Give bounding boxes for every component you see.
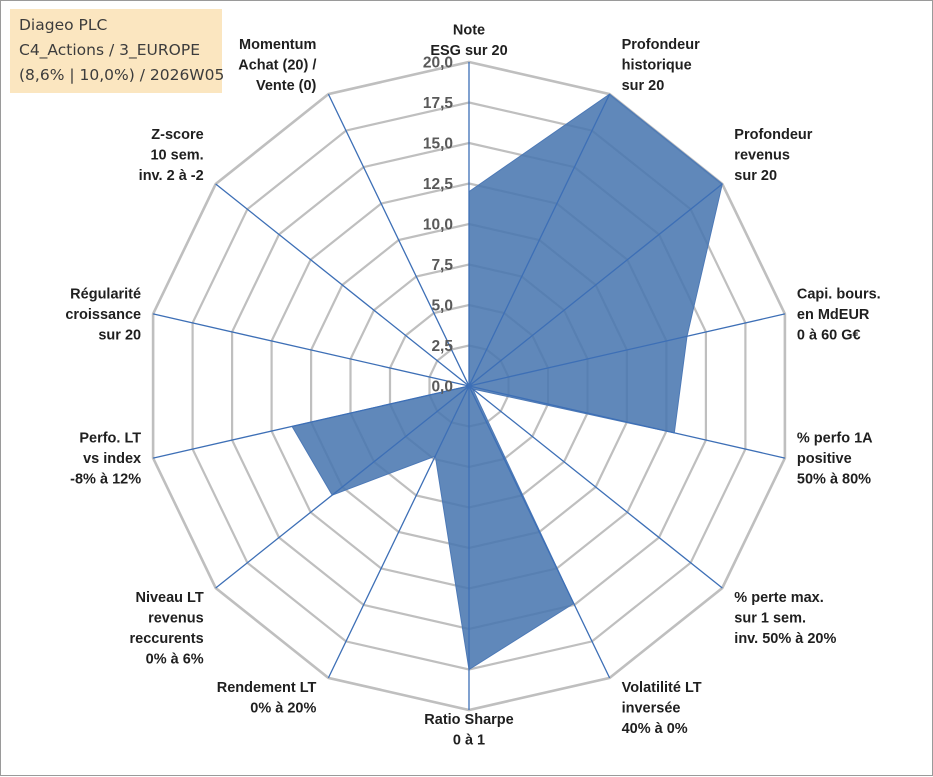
tick-label: 2,5 (431, 338, 453, 355)
tick-label: 5,0 (431, 298, 453, 315)
tick-label: 17,5 (423, 95, 454, 112)
axis-label: Momentum Achat (20) / Vente (0) (238, 37, 316, 94)
axis-spoke (215, 183, 470, 387)
info-period: (8,6% | 10,0%) / 2026W05 (19, 66, 225, 84)
axis-label: Perfo. LT vs index -8% à 12% (70, 431, 141, 488)
tick-label: 15,0 (423, 136, 453, 153)
info-category: C4_Actions / 3_EUROPE (19, 41, 200, 59)
tick-label: 0,0 (431, 379, 453, 396)
tick-label: 10,0 (423, 217, 453, 234)
axis-spoke (468, 183, 723, 387)
radial-tick-labels: 0,0 2,5 5,0 7,5 10,0 12,5 15,0 17,5 20,0 (423, 55, 454, 396)
axis-label: Niveau LT revenus reccurents 0% à 6% (130, 590, 204, 668)
axis-labels: Note ESG sur 20 Profondeur historique sur 20… (65, 23, 880, 749)
axis-spokes (152, 62, 786, 710)
axis-label: % perte max. sur 1 sem. inv. 50% à 20% (734, 590, 836, 647)
axis-label: Note ESG sur 20 (430, 23, 507, 60)
axis-spoke (152, 385, 470, 459)
info-company-name: Diageo PLC (19, 16, 108, 34)
axis-spoke (468, 93, 611, 387)
axis-label: % perfo 1A positive 50% à 80% (797, 431, 873, 488)
axis-spoke (152, 313, 470, 387)
axis-label: Rendement LT 0% à 20% (217, 680, 317, 717)
axis-spoke (468, 385, 786, 459)
axis-label: Volatilité LT inversée 40% à 0% (622, 680, 702, 737)
info-box: Diageo PLC C4_Actions / 3_EUROPE (8,6% |… (10, 9, 225, 93)
tick-label: 12,5 (423, 176, 454, 193)
series-layer (291, 93, 723, 671)
tick-label: 20,0 (423, 55, 453, 72)
axis-spoke (327, 385, 470, 679)
axis-label: Profondeur historique sur 20 (622, 37, 700, 94)
axis-spoke (215, 385, 470, 589)
axis-label: Profondeur revenus sur 20 (734, 127, 812, 184)
axis-label: Capi. bours. en MdEUR 0 à 60 G€ (797, 286, 881, 343)
axis-label: Z-score 10 sem. inv. 2 à -2 (139, 127, 204, 184)
tick-label: 7,5 (431, 257, 453, 274)
axis-spoke (468, 385, 723, 589)
axis-label: Régularité croissance sur 20 (65, 286, 141, 343)
series-area (291, 93, 723, 671)
axis-spoke (468, 385, 611, 679)
axis-spoke (468, 313, 786, 387)
axis-spoke (327, 93, 470, 387)
axis-label: Ratio Sharpe 0 à 1 (424, 712, 513, 749)
